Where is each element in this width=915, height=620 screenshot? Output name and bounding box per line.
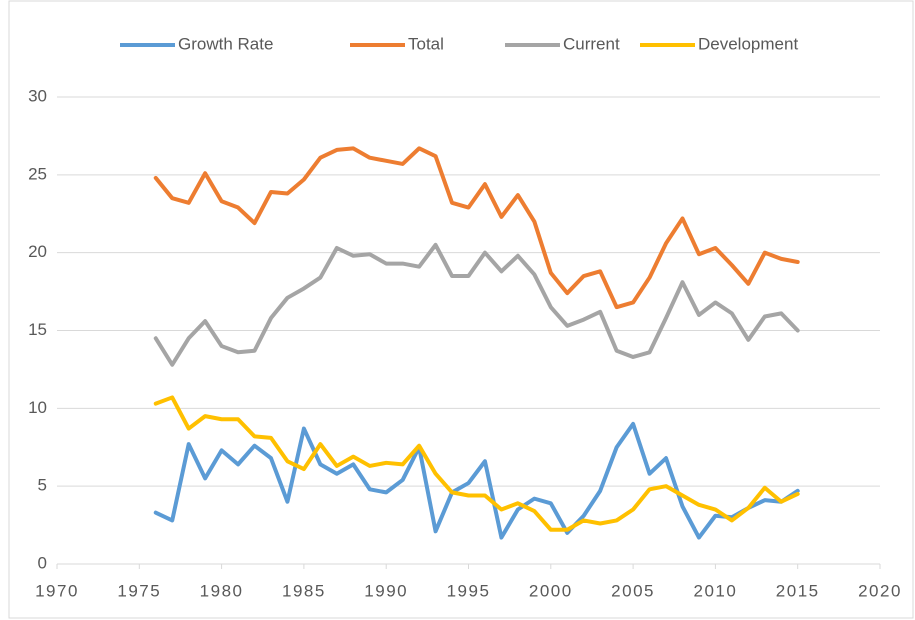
x-tick-label: 2000 <box>529 581 573 600</box>
series-line <box>153 242 800 367</box>
legend-label: Development <box>698 34 798 53</box>
legend-label: Current <box>563 34 620 53</box>
x-tick-label: 1980 <box>200 581 244 600</box>
y-tick-label: 25 <box>28 164 47 183</box>
x-tick-label: 1995 <box>447 581 491 600</box>
series-line <box>153 146 800 310</box>
legend-label: Growth Rate <box>178 34 273 53</box>
y-tick-label: 5 <box>38 476 47 495</box>
legend-label: Total <box>408 34 444 53</box>
x-tick-label: 2020 <box>858 581 902 600</box>
series-line <box>153 421 800 540</box>
x-tick-label: 2005 <box>611 581 655 600</box>
y-tick-label: 30 <box>28 86 47 105</box>
y-tick-label: 0 <box>38 553 47 572</box>
chart-border <box>8 0 914 619</box>
x-tick-label: 2015 <box>776 581 820 600</box>
x-tick-label: 2010 <box>693 581 737 600</box>
y-tick-label: 20 <box>28 242 47 261</box>
x-tick-label: 1985 <box>282 581 326 600</box>
x-tick-label: 1975 <box>117 581 161 600</box>
x-tick-label: 1990 <box>364 581 408 600</box>
series-line <box>153 395 800 532</box>
y-tick-label: 15 <box>28 320 47 339</box>
x-tick-label: 1970 <box>35 581 79 600</box>
y-tick-label: 10 <box>28 398 47 417</box>
